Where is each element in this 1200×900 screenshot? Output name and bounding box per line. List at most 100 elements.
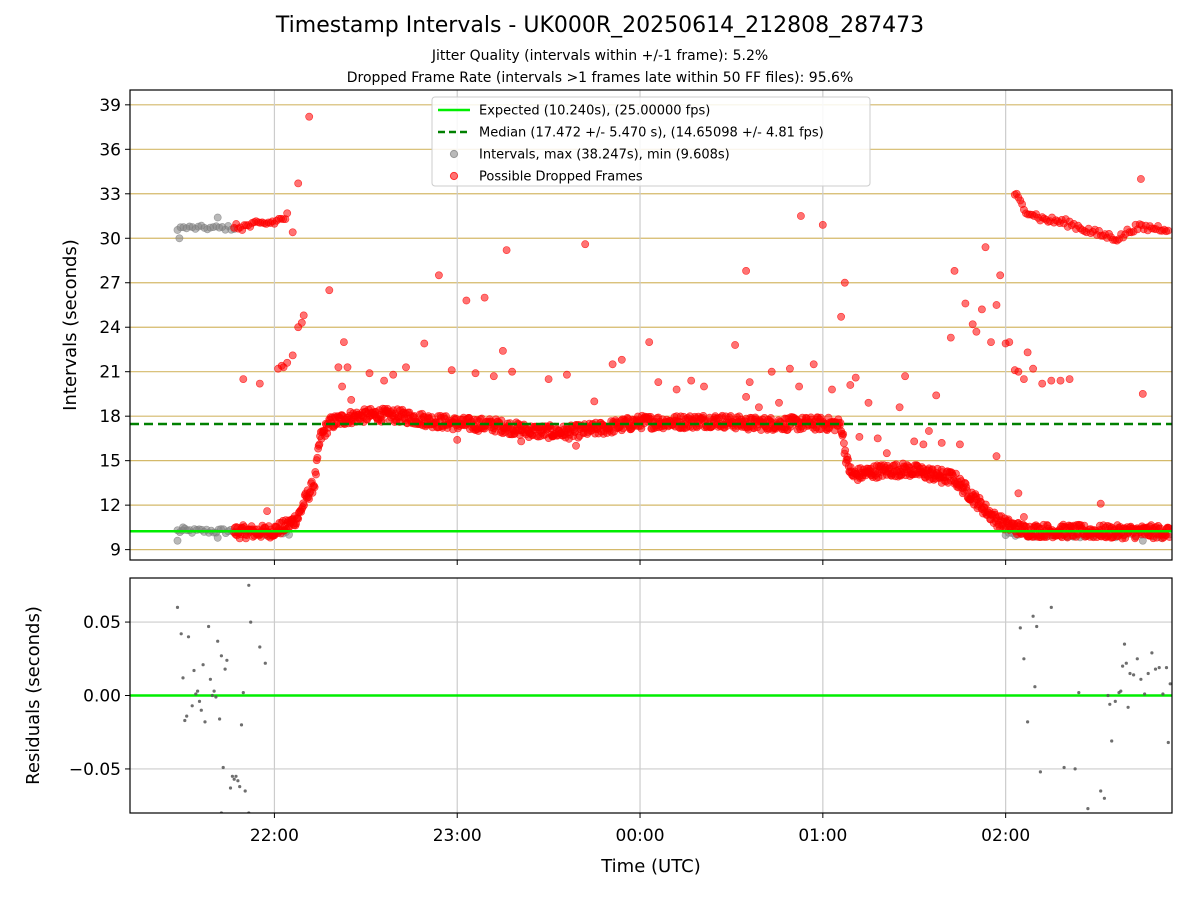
y-tick-label: 30: [99, 229, 121, 249]
dropped-frame-point: [325, 286, 334, 295]
residual-point: [183, 718, 187, 723]
legend-box: [431, 96, 871, 187]
dropped-frame-point: [937, 478, 946, 487]
dropped-frame-point: [338, 382, 346, 391]
dropped-frame-point: [961, 299, 970, 308]
residual-point: [192, 668, 196, 673]
residual-point: [1119, 689, 1123, 693]
residual-point: [185, 714, 189, 718]
dropped-frame-point: [1138, 389, 1147, 398]
dropped-frame-point: [1014, 367, 1023, 376]
residual-point: [181, 676, 185, 680]
y-tick-label: 33: [99, 185, 121, 205]
residual-point: [1049, 605, 1053, 610]
dropped-frame-point: [617, 355, 626, 364]
y-tick-label: 15: [99, 452, 121, 472]
residual-point: [228, 786, 233, 790]
y-tick-label: 27: [99, 274, 121, 294]
dropped-frame-point: [864, 398, 873, 407]
residual-point: [1108, 702, 1112, 706]
residual-point: [1026, 720, 1030, 724]
residual-point: [1086, 807, 1090, 811]
dropped-frame-point: [1137, 175, 1145, 183]
dropped-frame-point: [517, 437, 526, 446]
legend-label-intervals: Intervals, max (38.247s), min (9.608s): [479, 148, 730, 163]
residual-point: [1106, 693, 1110, 698]
residual-point: [196, 689, 200, 693]
residual-point: [238, 785, 242, 789]
dropped-frame-point: [498, 346, 507, 355]
interval-point: [179, 523, 187, 532]
dropped-frame-point: [767, 367, 776, 376]
dropped-frame-point: [1056, 376, 1065, 385]
dropped-frame-point: [453, 435, 462, 444]
dropped-frame-point: [502, 246, 511, 254]
dropped-frame-point: [1005, 338, 1014, 346]
dropped-frame-point: [300, 501, 308, 510]
dropped-frame-point: [956, 440, 964, 449]
legend: Expected (10.240s), (25.00000 fps) Median…: [431, 96, 871, 187]
dropped-frame-point: [471, 369, 480, 378]
dropped-frame-point: [937, 438, 946, 447]
dropped-frame-point: [996, 271, 1005, 280]
x-tick-label: 00:00: [616, 826, 665, 846]
residual-point: [1124, 661, 1128, 665]
dropped-frame-point: [263, 507, 271, 515]
y-axis-label: Residuals (seconds): [23, 606, 44, 785]
residual-point: [1132, 673, 1136, 677]
residual-point: [1143, 692, 1147, 696]
residual-point: [214, 695, 218, 699]
dropped-frame-point: [742, 266, 750, 275]
residual-point: [175, 605, 180, 610]
y-tick-label: 21: [99, 363, 121, 383]
dropped-frame-point: [608, 360, 617, 369]
residual-point: [1102, 796, 1106, 800]
residual-point: [223, 667, 227, 671]
residual-point: [218, 717, 222, 721]
dropped-frame-point: [283, 358, 292, 367]
x-tick-label: 23:00: [433, 826, 482, 846]
dropped-frame-point: [786, 364, 794, 373]
dropped-frame-point: [299, 311, 308, 320]
dropped-frame-point: [313, 453, 322, 462]
dropped-frame-point: [946, 333, 955, 342]
residual-point: [263, 661, 267, 665]
residual-point: [1110, 739, 1114, 743]
residuals-panel: 0.05 0.00 −0.05 22:00 23:00 00:00 01:00 02:00 Re…: [23, 577, 1173, 846]
dropped-frame-point: [288, 351, 297, 360]
dropped-frame-point: [809, 360, 818, 369]
y-tick-label: 39: [99, 96, 121, 116]
dropped-frame-point: [581, 240, 590, 249]
dropped-frame-rate-subtitle: Dropped Frame Rate (intervals >1 frames …: [346, 70, 854, 86]
dropped-frame-point: [288, 228, 297, 237]
dropped-frame-point: [297, 318, 306, 327]
dropped-frame-point: [873, 434, 882, 443]
dropped-frame-point: [343, 363, 352, 372]
dropped-frame-point: [840, 278, 849, 287]
dropped-frame-point: [840, 439, 848, 448]
residual-point: [241, 691, 245, 695]
dropped-frame-point: [1038, 379, 1047, 388]
legend-swatch-intervals: [449, 149, 459, 159]
dropped-frame-point: [952, 469, 960, 478]
residual-point: [1022, 657, 1026, 661]
residual-point: [1164, 666, 1169, 670]
dropped-frame-point: [1020, 375, 1028, 383]
residual-point: [1018, 626, 1022, 630]
dropped-frame-point: [339, 338, 348, 346]
dropped-frame-point: [434, 271, 443, 280]
interval-point: [173, 536, 182, 545]
residual-point: [258, 645, 262, 649]
dropped-frame-point: [310, 483, 319, 492]
dropped-frame-point: [1029, 364, 1037, 373]
dropped-frame-point: [932, 391, 941, 400]
dropped-frame-point: [968, 320, 977, 329]
intervals-panel: 9 12 15 18 21 24 27 30 33 36 39 Intervals (seconds)…: [60, 89, 1173, 565]
y-tick-label: 12: [99, 496, 121, 516]
dropped-frame-point: [1014, 489, 1023, 498]
x-tick-label: 01:00: [798, 826, 847, 846]
residual-point: [232, 777, 236, 781]
residual-point: [203, 720, 207, 724]
